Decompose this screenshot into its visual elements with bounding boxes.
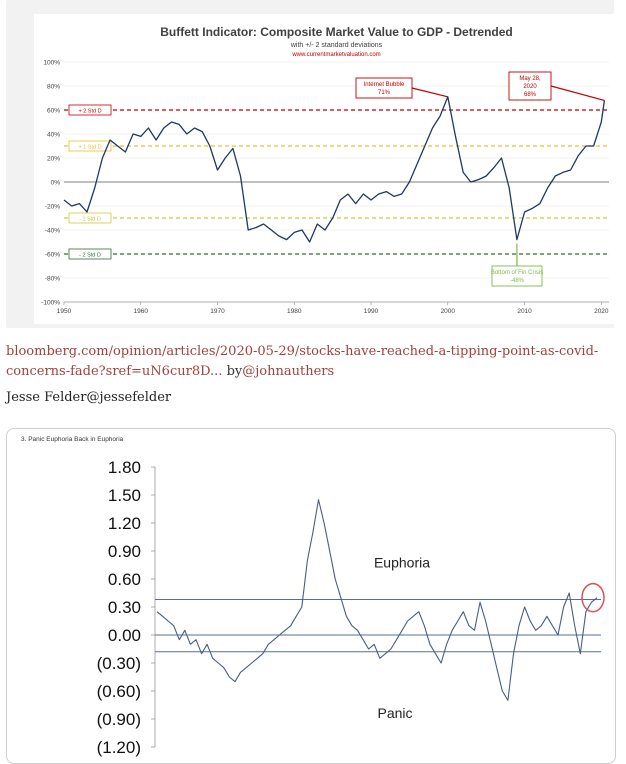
x-tick-label: 2020: [594, 308, 609, 315]
y-tick-label: (0.30): [97, 654, 141, 673]
panic-label: Panic: [377, 705, 412, 721]
y-tick-label: 40%: [47, 132, 60, 139]
reference-label-box: [68, 212, 112, 224]
series-line: [156, 499, 598, 701]
x-tick-label: 1970: [210, 308, 225, 315]
latest-point-highlight-circle: [581, 582, 605, 613]
author-handle-link[interactable]: @johnauthers: [242, 364, 335, 379]
y-tick-label: 60%: [47, 108, 60, 115]
panic-euphoria-chart: 3. Panic Euphoria Back in Euphoria 1.80 1.…: [21, 436, 605, 757]
article-link-block: bloomberg.com/opinion/articles/2020-05-2…: [6, 342, 606, 382]
y-tick-label: 1.20: [108, 514, 141, 533]
y-tick-label: 1.80: [108, 458, 141, 477]
y-tick-label: 20%: [47, 156, 60, 163]
annotation-fin-crisis: Bottom of Fin Crisis -48%: [491, 243, 543, 287]
y-tick-label: -60%: [45, 252, 60, 259]
annotation-text: -48%: [510, 278, 525, 284]
chart-title: Buffett Indicator: Composite Market Valu…: [160, 25, 513, 39]
annotation-text: 71%: [378, 90, 391, 96]
annotation-may-2020: May 28, 2020 68%: [508, 71, 605, 101]
x-tick-label: 1980: [287, 308, 302, 315]
x-tick-label: 1990: [364, 308, 379, 315]
chart-title: 3. Panic Euphoria Back in Euphoria: [21, 436, 124, 443]
reference-label-box: [68, 104, 112, 116]
reference-line-label: + 1 Std D: [68, 140, 112, 152]
reference-label-text: - 2 Std D: [79, 253, 101, 259]
annotation-arrow: [411, 87, 448, 98]
y-tick-label: 0.60: [108, 570, 141, 589]
annotation-box: [508, 71, 552, 101]
y-tick-label: (0.90): [97, 710, 141, 729]
y-tick-label: (0.60): [97, 682, 141, 701]
y-tick-label: -20%: [45, 204, 60, 211]
y-tick-label: -40%: [45, 228, 60, 235]
tweet-author[interactable]: Jesse Felder@jessefelder: [6, 390, 172, 405]
reference-line-label: + 2 Std D: [68, 104, 112, 116]
x-tick-label: 2010: [517, 308, 532, 315]
annotation-text: Internet Bubble: [364, 82, 405, 88]
by-label: by: [222, 364, 243, 379]
chart-source: www.currentmarketvaluation.com: [291, 52, 380, 58]
annotation-arrow: [550, 85, 605, 101]
y-tick-label: 100%: [43, 60, 60, 67]
y-tick-label: 0.90: [108, 542, 141, 561]
reference-line-label: - 1 Std D: [68, 212, 112, 224]
y-tick-label: 0.00: [108, 626, 141, 645]
y-tick-label: 0.30: [108, 598, 141, 617]
y-tick-label: -80%: [45, 276, 60, 283]
y-tick-label: -100%: [41, 300, 60, 307]
x-tick-label: 1950: [57, 308, 72, 315]
y-tick-label: 80%: [47, 84, 60, 91]
reference-label-box: [68, 140, 112, 152]
panic-euphoria-chart-frame: 3. Panic Euphoria Back in Euphoria 1.80 1.…: [6, 428, 616, 764]
x-tick-label: 1960: [134, 308, 149, 315]
annotation-text: 68%: [524, 92, 537, 98]
buffett-indicator-chart: Buffett Indicator: Composite Market Valu…: [34, 14, 618, 324]
y-tick-label: 1.50: [108, 486, 141, 505]
chart-subtitle: with +/- 2 standard deviations: [290, 42, 383, 49]
reference-label-text: + 2 Std D: [78, 109, 101, 115]
article-link[interactable]: bloomberg.com/opinion/articles/2020-05-2…: [6, 344, 599, 379]
annotation-text: May 28,: [519, 76, 541, 82]
reference-label-box: [68, 248, 112, 260]
annotation-text: Bottom of Fin Crisis: [491, 270, 543, 276]
reference-line-label: - 2 Std D: [68, 248, 112, 260]
x-tick-label: 2000: [441, 308, 456, 315]
reference-label-text: + 1 Std D: [78, 145, 101, 151]
y-tick-label: 0%: [51, 180, 61, 187]
reference-label-text: - 1 Std D: [79, 217, 101, 223]
annotation-text: 2020: [523, 84, 537, 90]
euphoria-label: Euphoria: [374, 555, 430, 571]
y-tick-label: (1.20): [97, 738, 141, 757]
buffett-chart-frame: Buffett Indicator: Composite Market Valu…: [6, 0, 618, 328]
series-line: [63, 96, 606, 243]
annotation-internet-bubble: Internet Bubble 71%: [355, 77, 448, 99]
